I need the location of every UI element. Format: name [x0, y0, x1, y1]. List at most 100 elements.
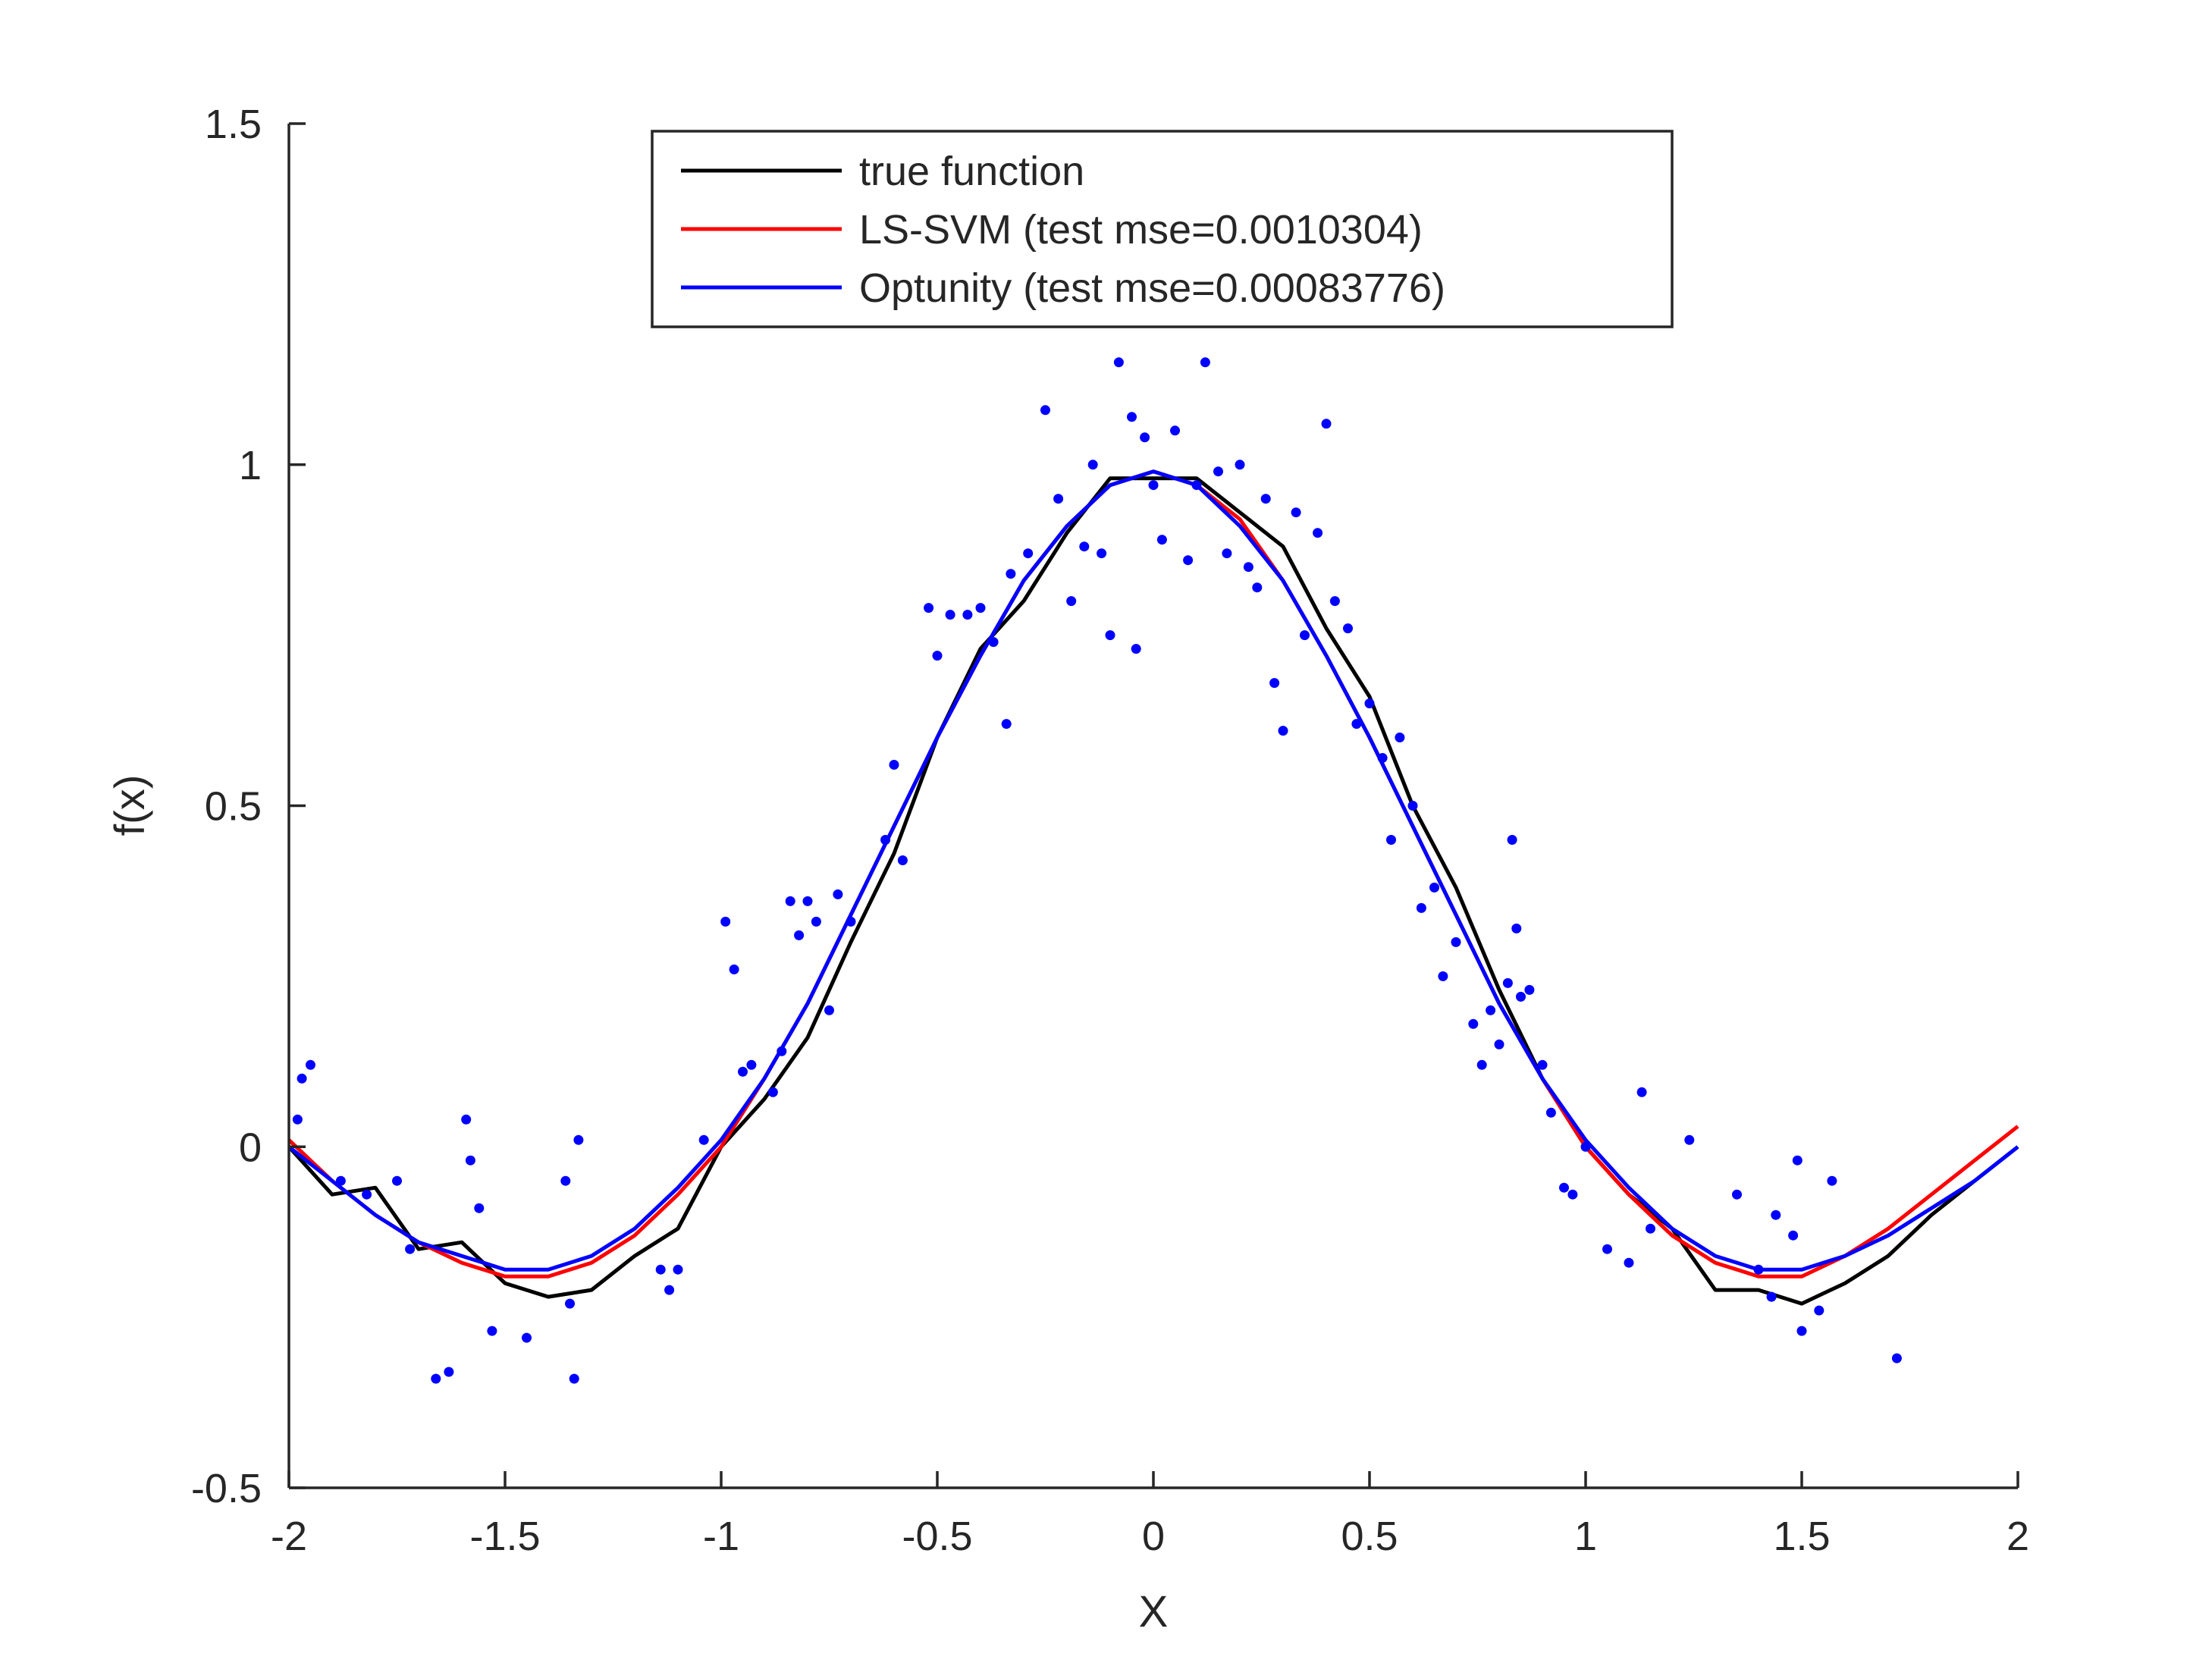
data-point — [1006, 569, 1016, 579]
data-point — [777, 1046, 787, 1056]
data-point — [565, 1298, 575, 1309]
legend-entry-label: Optunity (test mse=0.00083776) — [859, 265, 1445, 311]
data-point — [1364, 698, 1375, 709]
data-point — [461, 1114, 472, 1125]
data-point — [729, 964, 739, 974]
data-point — [1416, 902, 1426, 913]
y-tick-label: -0.5 — [191, 1466, 262, 1511]
data-point — [1087, 460, 1098, 470]
data-point — [1766, 1291, 1777, 1302]
x-tick-label: 0.5 — [1341, 1514, 1398, 1559]
data-point — [794, 930, 805, 940]
y-tick-label: 0.5 — [205, 784, 262, 830]
data-point — [1343, 623, 1353, 634]
data-point — [1524, 984, 1535, 995]
data-point — [1278, 726, 1288, 736]
data-point — [297, 1073, 307, 1084]
data-point — [975, 603, 986, 613]
data-point — [945, 610, 955, 620]
y-tick-label: 1 — [239, 443, 262, 488]
data-point — [1156, 535, 1167, 545]
data-point — [1023, 548, 1034, 559]
data-point — [1771, 1210, 1781, 1220]
x-tick-label: -0.5 — [902, 1514, 972, 1559]
data-point — [1105, 630, 1115, 641]
data-point — [1545, 1107, 1556, 1118]
legend-entry-label: true function — [859, 149, 1084, 194]
data-point — [1507, 835, 1517, 845]
data-point — [1260, 494, 1271, 504]
data-point — [924, 603, 934, 613]
data-point — [1476, 1059, 1487, 1070]
data-point — [405, 1244, 416, 1254]
y-tick-label: 1.5 — [205, 102, 262, 147]
data-point — [1486, 1005, 1496, 1015]
data-point — [673, 1264, 683, 1275]
data-point — [897, 855, 908, 865]
data-point — [1183, 555, 1194, 566]
data-point — [962, 610, 973, 620]
data-point — [1243, 562, 1253, 573]
legend-entry-label: LS-SVM (test mse=0.0010304) — [859, 207, 1423, 253]
x-tick-label: 1 — [1574, 1514, 1597, 1559]
data-point — [1407, 801, 1418, 811]
data-point — [1329, 596, 1340, 607]
data-point — [1200, 357, 1210, 368]
data-point — [1235, 460, 1245, 470]
x-axis-label: X — [1139, 1587, 1169, 1636]
data-point — [1429, 882, 1439, 893]
data-point — [802, 896, 813, 906]
data-point — [1395, 733, 1405, 742]
data-point — [1684, 1134, 1695, 1145]
data-point — [988, 637, 999, 648]
data-point — [1438, 971, 1448, 981]
data-point — [1753, 1264, 1764, 1275]
data-point — [1567, 1189, 1578, 1200]
ticks-layer: -2 -1.5 -1 -0.5 0 0.5 1 1.5 2 -0.5 0 0.5 1 1.5 — [191, 102, 2029, 1559]
data-point — [1386, 835, 1396, 845]
data-point — [1451, 937, 1461, 947]
data-point — [1300, 630, 1310, 641]
data-point — [1580, 1141, 1591, 1152]
data-point — [1732, 1189, 1742, 1200]
data-point — [1351, 719, 1362, 730]
data-point — [1127, 412, 1137, 422]
data-point — [1213, 466, 1223, 477]
plot-area — [289, 124, 2018, 1488]
data-point — [1113, 357, 1124, 368]
x-tick-label: -2 — [271, 1514, 307, 1559]
data-point — [1502, 977, 1513, 988]
data-point — [833, 889, 843, 899]
data-point — [1827, 1175, 1837, 1186]
data-point — [655, 1264, 666, 1275]
data-point — [474, 1203, 485, 1213]
data-point — [1537, 1059, 1548, 1070]
series-line-0 — [287, 476, 2019, 1306]
data-point — [392, 1175, 402, 1186]
x-tick-label: -1 — [703, 1514, 739, 1559]
data-point — [1891, 1353, 1902, 1363]
data-point — [746, 1059, 757, 1070]
data-point — [573, 1134, 584, 1145]
y-tick-label: 0 — [239, 1125, 262, 1170]
data-point — [1494, 1039, 1504, 1050]
data-point — [1602, 1244, 1612, 1254]
series-layer — [287, 357, 2019, 1384]
data-point — [1053, 494, 1064, 504]
data-point — [1792, 1155, 1803, 1166]
data-point — [1131, 644, 1141, 654]
data-point — [444, 1366, 454, 1377]
x-tick-label: 1.5 — [1773, 1514, 1830, 1559]
legend: true function LS-SVM (test mse=0.0010304)… — [651, 130, 1674, 328]
data-point — [738, 1066, 748, 1077]
x-tick-label: 2 — [2006, 1514, 2029, 1559]
data-point — [1097, 548, 1107, 559]
data-point — [1148, 480, 1159, 491]
data-point — [1511, 923, 1522, 933]
data-point — [1788, 1230, 1799, 1241]
data-point — [664, 1285, 675, 1295]
data-point — [1140, 432, 1150, 443]
data-point — [292, 1114, 303, 1125]
data-point — [1796, 1326, 1807, 1336]
